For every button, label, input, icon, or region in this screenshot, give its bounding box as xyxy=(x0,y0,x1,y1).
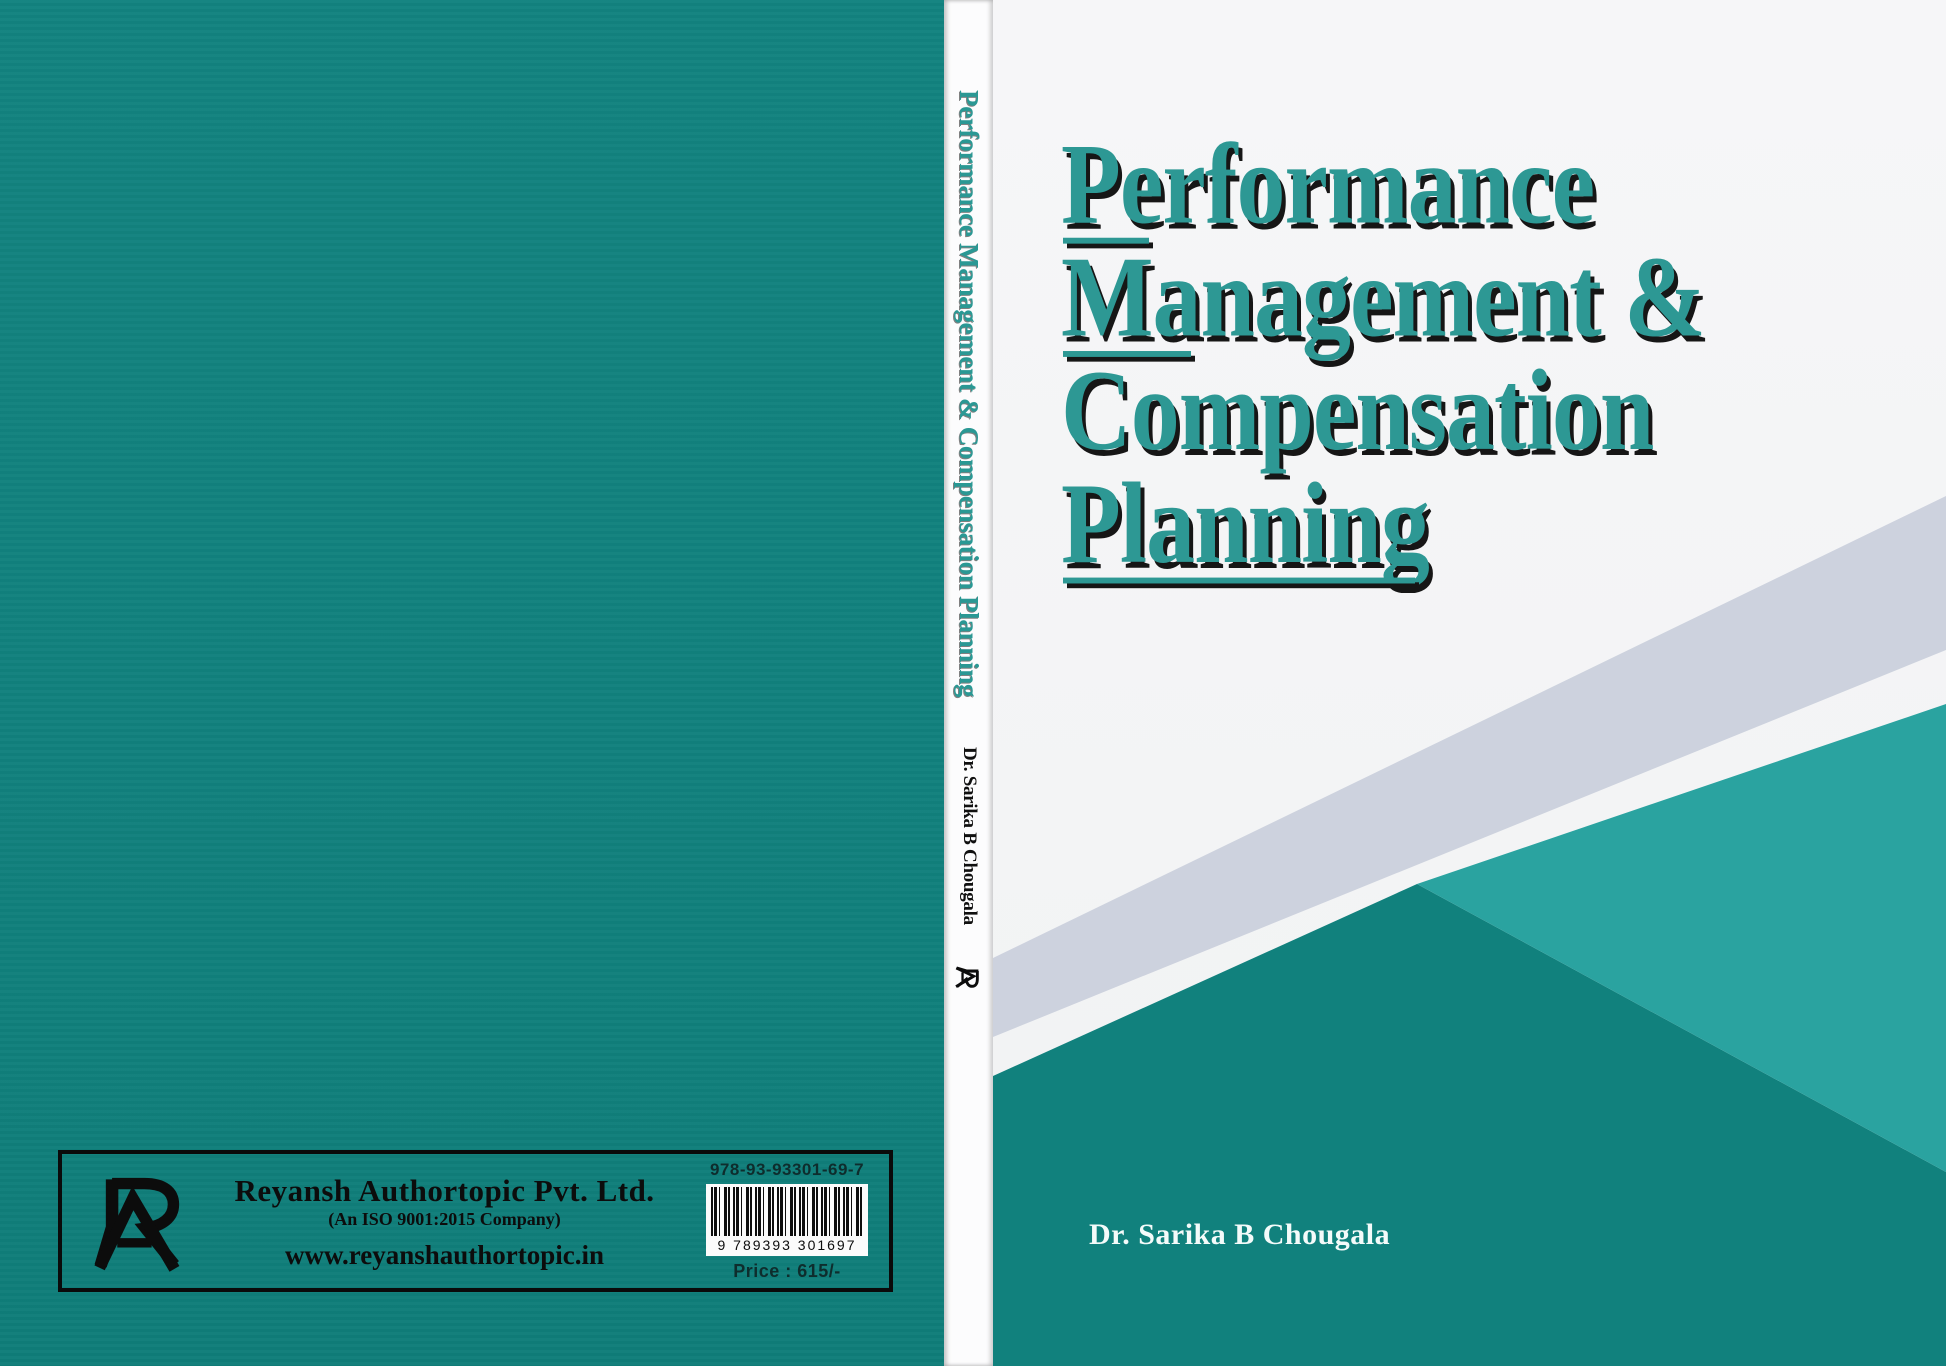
spine-title: Performance Management & Compensation Pl… xyxy=(954,90,984,698)
medium-teal-triangle xyxy=(1417,704,1946,1172)
publisher-website: www.reyanshauthortopic.in xyxy=(284,1239,605,1270)
gray-diagonal-band xyxy=(993,496,1946,1037)
barcode-bars-icon xyxy=(711,1187,863,1236)
title-line-3: Compensation xyxy=(1061,353,1705,469)
barcode-digits: 9 789393 301697 xyxy=(717,1237,857,1253)
spine-publisher-logo-icon xyxy=(955,966,979,988)
front-cover: Performance Management & Compensation Pl… xyxy=(993,0,1946,1366)
barcode-block: 978-93-93301-69-7 9 789393 301697 Price … xyxy=(701,1160,873,1282)
front-author: Dr. Sarika B Chougala xyxy=(1089,1218,1391,1251)
barcode: 9 789393 301697 xyxy=(706,1184,868,1256)
publisher-text-block: Reyansh Authortopic Pvt. Ltd. (An ISO 90… xyxy=(188,1172,701,1270)
reyansh-authortopic-logo-icon xyxy=(94,1177,180,1272)
price-label: Price : 615/- xyxy=(733,1261,841,1281)
publisher-iso-line: (An ISO 9001:2015 Company) xyxy=(328,1208,561,1229)
title-line-2: Management & xyxy=(1061,240,1706,357)
title-line-2-text: Management & xyxy=(1061,234,1706,362)
book-spine: Performance Management & Compensation Pl… xyxy=(944,0,993,1366)
isbn-number: 978-93-93301-69-7 xyxy=(709,1160,865,1179)
title-underline-2 xyxy=(1063,351,1191,357)
title-underline-1 xyxy=(1063,237,1149,244)
title-underline-4 xyxy=(1063,577,1415,584)
spine-author: Dr. Sarika B Chougala xyxy=(959,747,980,925)
publisher-info-box: Reyansh Authortopic Pvt. Ltd. (An ISO 90… xyxy=(58,1150,893,1292)
front-cover-background-shapes xyxy=(993,496,1946,1366)
title-line-4-text: Planning xyxy=(1061,460,1430,589)
front-title: Performance Management & Compensation Pl… xyxy=(1061,127,1706,584)
title-line-1: Performance xyxy=(1061,127,1705,244)
publisher-name: Reyansh Authortopic Pvt. Ltd. xyxy=(234,1172,655,1208)
back-cover: Reyansh Authortopic Pvt. Ltd. (An ISO 90… xyxy=(0,0,945,1366)
title-line-1-text: Performance xyxy=(1061,120,1595,249)
title-line-3-text: Compensation xyxy=(1061,347,1654,475)
dark-teal-triangle xyxy=(993,884,1946,1366)
title-line-4: Planning xyxy=(1061,467,1705,584)
